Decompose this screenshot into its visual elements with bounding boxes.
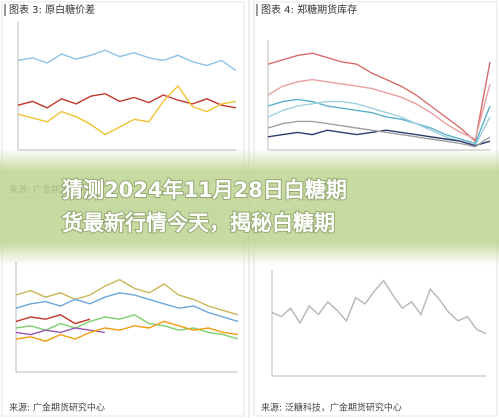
series-line [267,98,491,145]
headline: 货最新行情今天，揭秘白糖期 [62,211,335,235]
series-line [15,314,91,325]
title-marker [256,4,258,16]
series-line [15,292,239,323]
title-band [0,148,499,266]
series-line [17,92,237,109]
panel-title: 图表 3: 原白糖价差 [9,3,95,16]
series-line [17,49,237,72]
series-line [267,120,491,148]
series-line [267,100,491,147]
title-marker [4,4,6,16]
series-line [271,279,487,335]
panel-title: 图表 4: 郑糖期货库存 [261,3,357,16]
headline: 猜测2024年11月28日白糖期 [61,178,347,202]
panel-source: 来源: 广金期货研究中心 [9,402,105,414]
series-line [15,320,239,342]
series-line [267,78,491,140]
series-line [15,314,239,340]
series-line [15,327,105,336]
series-line [267,52,491,143]
series-line [17,84,237,136]
panel-source: 来源: 泛糖科技，广金期货研究中心 [261,402,402,414]
series-line [15,278,239,316]
